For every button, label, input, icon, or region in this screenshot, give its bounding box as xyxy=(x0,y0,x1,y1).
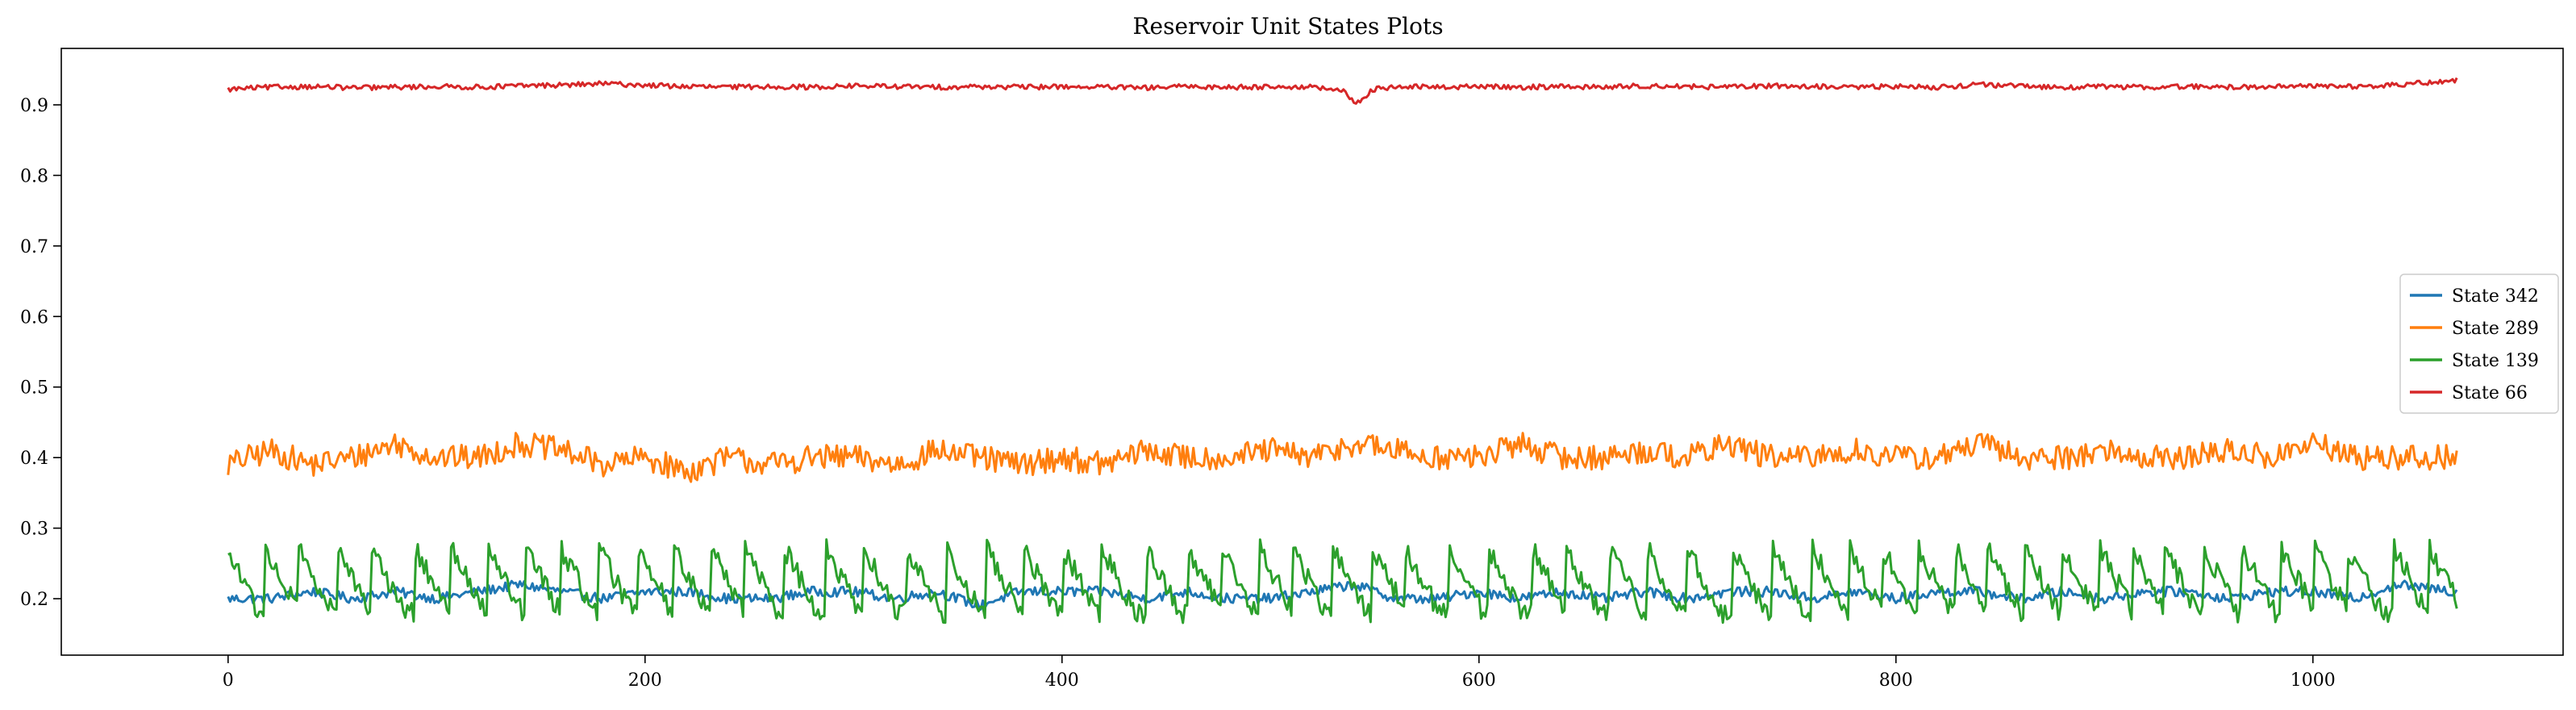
x-axis: 0 200 400 600 800 1000 xyxy=(223,655,2336,691)
y-tick-label: 0.9 xyxy=(20,96,48,116)
series-line-state-139 xyxy=(227,538,2458,624)
y-tick-label: 0.6 xyxy=(20,307,48,328)
x-tick-label: 600 xyxy=(1462,670,1496,691)
chart-title: Reservoir Unit States Plots xyxy=(1132,13,1443,40)
series-line-state-289 xyxy=(227,432,2458,483)
axes-frame xyxy=(60,48,2564,656)
series-line-state-342 xyxy=(227,579,2458,611)
series-line-state-66 xyxy=(227,77,2458,105)
legend-label: State 289 xyxy=(2452,319,2539,339)
y-axis: 0.2 0.3 0.4 0.5 0.6 0.7 0.8 0.9 xyxy=(20,96,61,610)
y-tick-label: 0.2 xyxy=(20,590,48,610)
legend-label: State 139 xyxy=(2452,351,2539,371)
y-tick-label: 0.5 xyxy=(20,378,48,399)
y-tick-label: 0.4 xyxy=(20,449,48,469)
x-tick-label: 200 xyxy=(628,670,662,691)
x-tick-label: 1000 xyxy=(2290,670,2336,691)
legend-box xyxy=(2399,274,2559,414)
x-tick-label: 800 xyxy=(1879,670,1913,691)
x-tick-label: 0 xyxy=(223,670,234,691)
legend: State 342 State 289 State 139 State 66 xyxy=(2399,274,2559,414)
legend-label: State 342 xyxy=(2452,286,2539,307)
x-tick-label: 400 xyxy=(1045,670,1079,691)
series-layer xyxy=(227,77,2458,624)
legend-label: State 66 xyxy=(2452,383,2528,403)
y-tick-label: 0.7 xyxy=(20,237,48,257)
y-tick-label: 0.8 xyxy=(20,166,48,186)
y-tick-label: 0.3 xyxy=(20,520,48,540)
